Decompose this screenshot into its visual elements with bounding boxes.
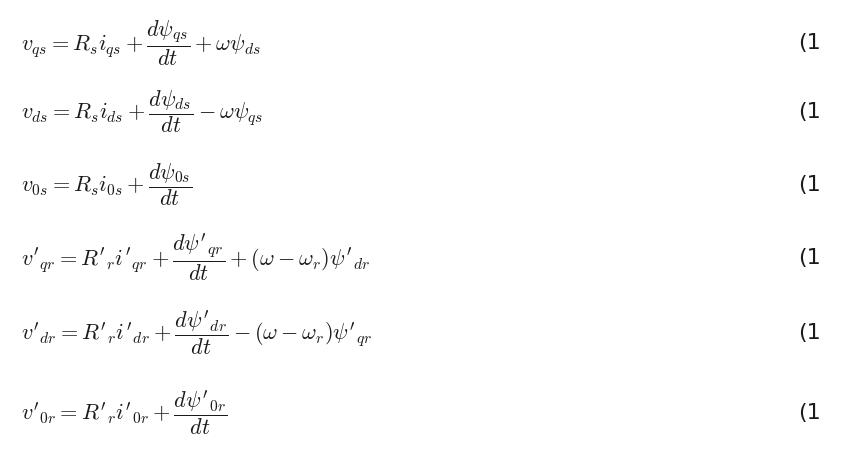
Text: (1: (1 [798, 174, 821, 194]
Text: $v'_{qr} = R'_r i'_{qr} + \dfrac{d\psi'_{qr}}{dt} + (\omega - \omega_r)\psi'_{dr: $v'_{qr} = R'_r i'_{qr} + \dfrac{d\psi'_… [21, 232, 370, 283]
Text: $v_{qs} = R_s i_{qs} + \dfrac{d\psi_{qs}}{dt} + \omega\psi_{ds}$: $v_{qs} = R_s i_{qs} + \dfrac{d\psi_{qs}… [21, 19, 261, 68]
Text: (1: (1 [798, 322, 821, 342]
Text: (1: (1 [798, 402, 821, 422]
Text: $v_{0s} = R_s i_{0s} + \dfrac{d\psi_{0s}}{dt}$: $v_{0s} = R_s i_{0s} + \dfrac{d\psi_{0s}… [21, 161, 193, 207]
Text: (1: (1 [798, 101, 821, 121]
Text: (1: (1 [798, 247, 821, 267]
Text: $v'_{dr} = R'_r i'_{dr} + \dfrac{d\psi'_{dr}}{dt} - (\omega - \omega_r)\psi'_{qr: $v'_{dr} = R'_r i'_{dr} + \dfrac{d\psi'_… [21, 308, 372, 356]
Text: $v'_{0r} = R'_r i'_{0r} + \dfrac{d\psi'_{0r}}{dt}$: $v'_{0r} = R'_r i'_{0r} + \dfrac{d\psi'_… [21, 388, 227, 436]
Text: $v_{ds} = R_s i_{ds} + \dfrac{d\psi_{ds}}{dt} - \omega\psi_{qs}$: $v_{ds} = R_s i_{ds} + \dfrac{d\psi_{ds}… [21, 88, 263, 135]
Text: (1: (1 [798, 33, 821, 53]
